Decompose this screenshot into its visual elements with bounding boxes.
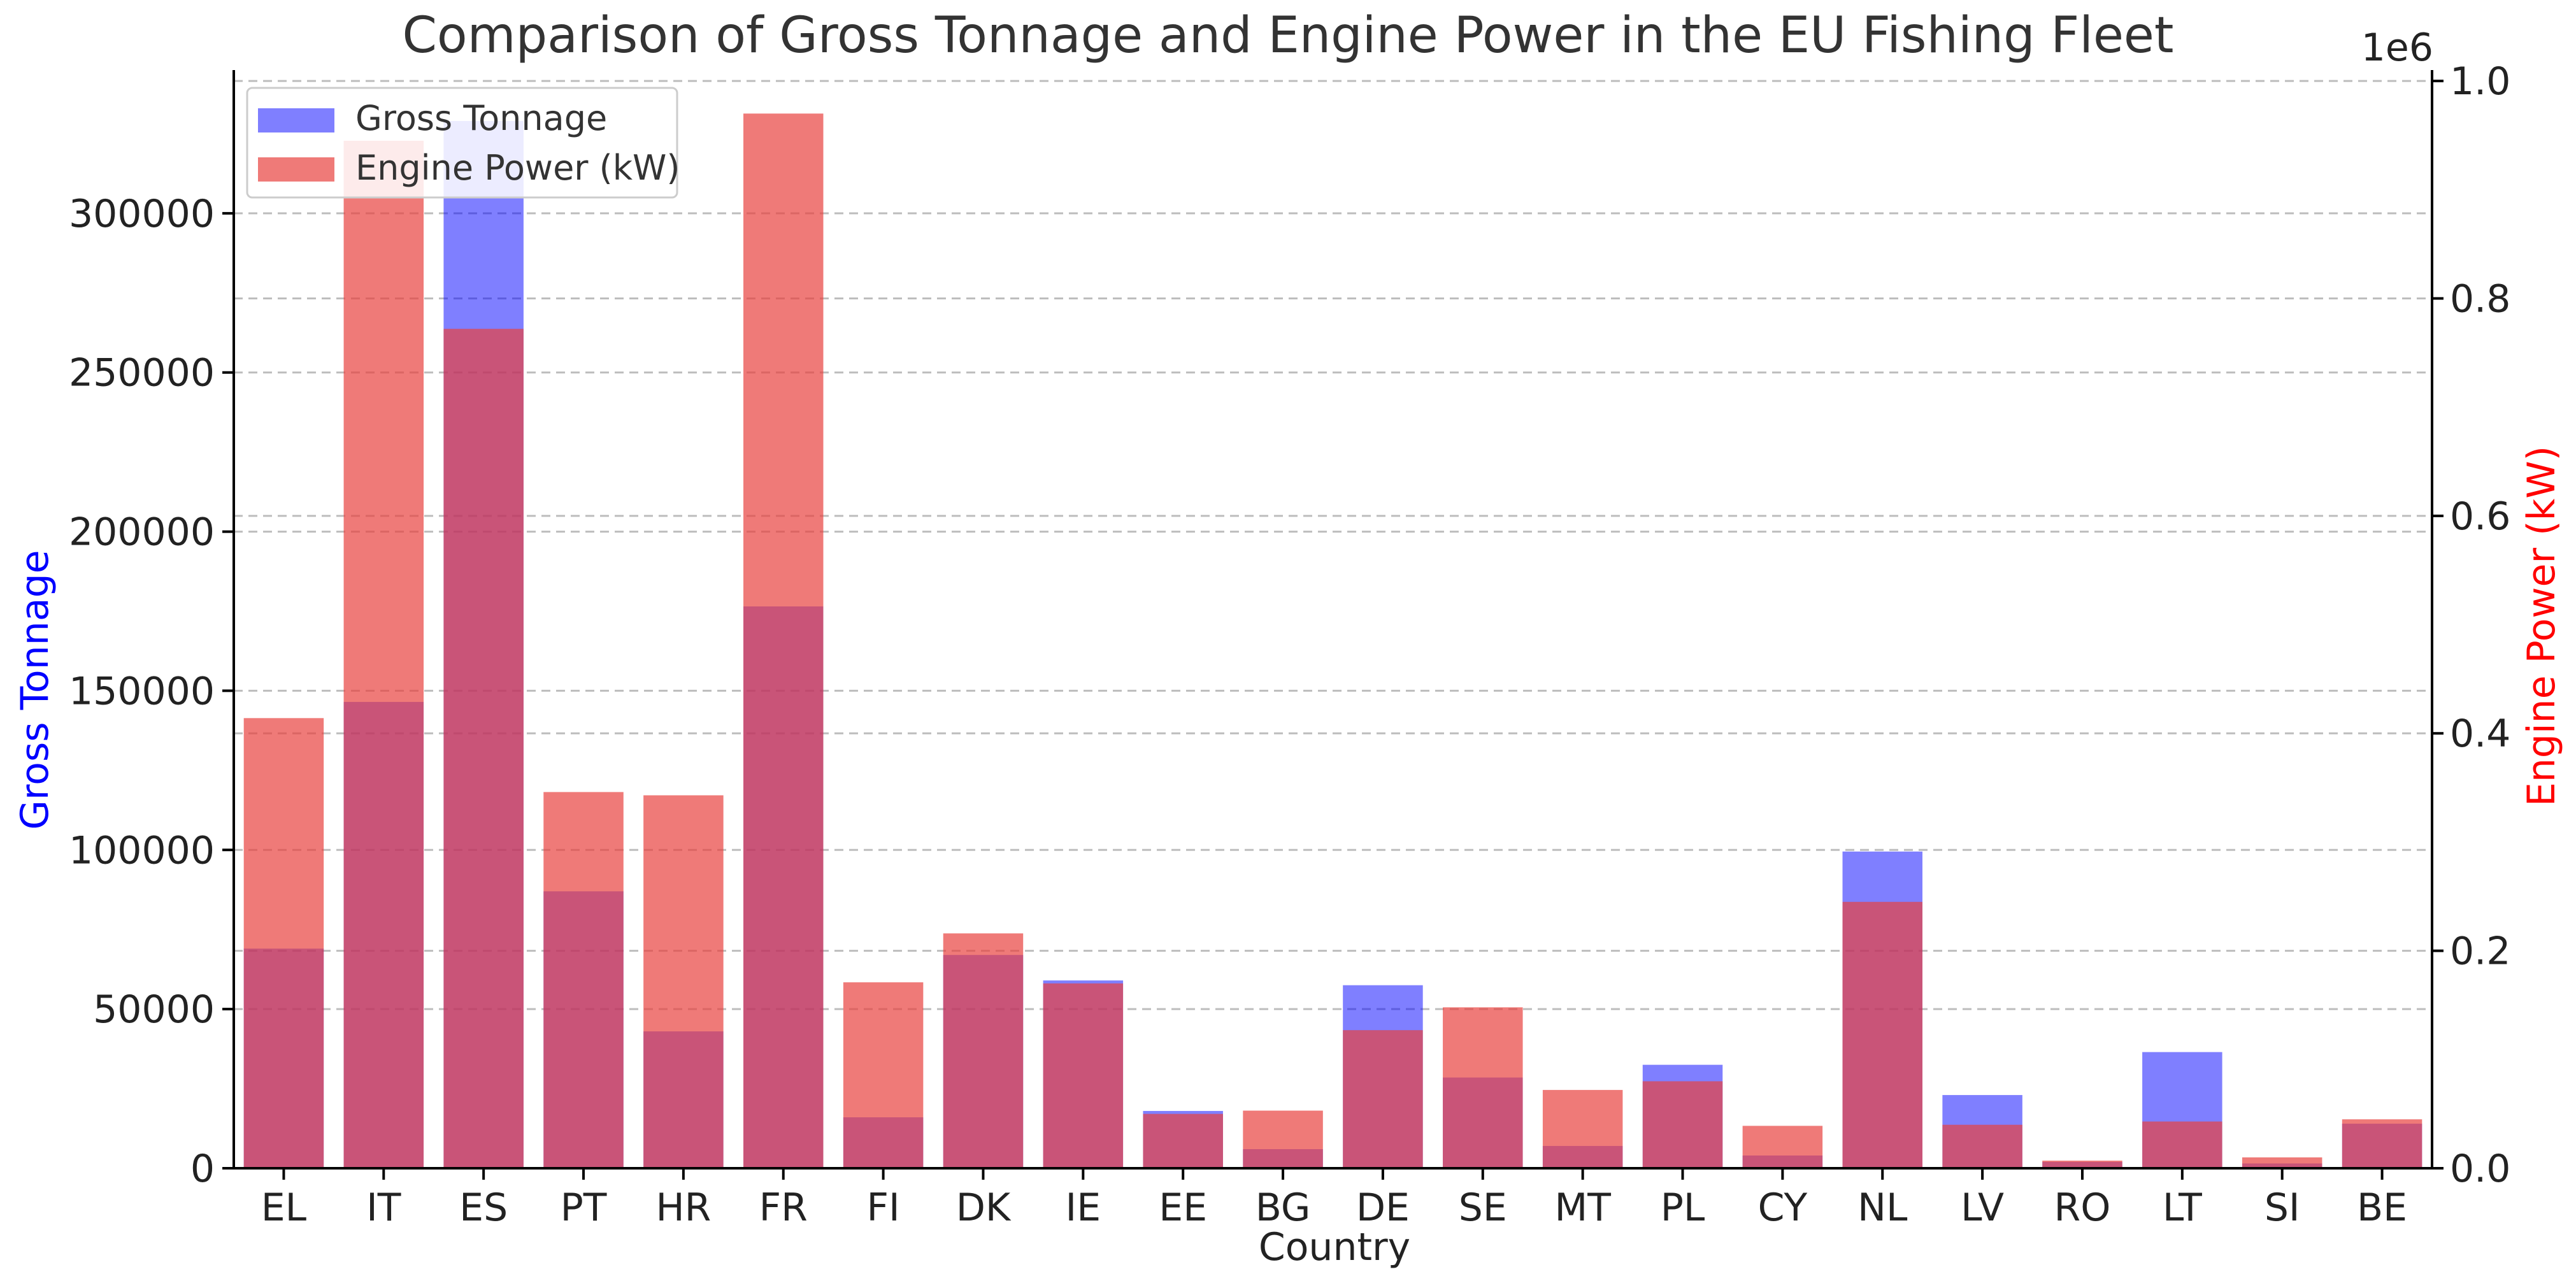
right-tick-label: 0.4	[2450, 712, 2510, 756]
bar-engine-power-hr	[643, 795, 724, 1168]
bar-engine-power-el	[243, 718, 324, 1168]
x-tick-label-lv: LV	[1961, 1185, 2004, 1230]
legend-swatch-gross-tonnage	[258, 108, 334, 132]
x-tick-label-lt: LT	[2163, 1185, 2202, 1230]
y-axis-label-left: Gross Tonnage	[13, 550, 57, 829]
bar-engine-power-pt	[543, 792, 624, 1168]
bar-engine-power-cy	[1742, 1126, 1823, 1168]
y-axis-label-right: Engine Power (kW)	[2519, 446, 2564, 806]
x-tick-label-dk: DK	[956, 1185, 1012, 1230]
bar-engine-power-mt	[1542, 1090, 1623, 1168]
legend-swatch-engine-power	[258, 157, 334, 182]
bar-engine-power-fi	[843, 982, 924, 1168]
x-tick-label-de: DE	[1356, 1185, 1410, 1230]
bar-engine-power-it	[343, 140, 424, 1169]
x-tick-label-fr: FR	[759, 1185, 808, 1230]
bar-engine-power-ro	[2042, 1161, 2122, 1168]
left-tick-label: 100000	[69, 828, 215, 873]
x-tick-label-cy: CY	[1758, 1185, 1808, 1230]
legend-label-engine-power: Engine Power (kW)	[355, 148, 680, 188]
bar-engine-power-pl	[1642, 1081, 1723, 1168]
x-tick-label-si: SI	[2265, 1185, 2300, 1230]
legend-box	[246, 87, 678, 199]
x-tick-label-hr: HR	[655, 1185, 711, 1230]
bar-engine-power-bg	[1243, 1110, 1323, 1168]
bar-engine-power-si	[2242, 1157, 2322, 1168]
bar-engine-power-ie	[1043, 983, 1124, 1168]
x-tick-label-fi: FI	[867, 1185, 900, 1230]
x-tick-label-nl: NL	[1857, 1185, 1908, 1230]
bar-engine-power-lt	[2142, 1121, 2222, 1168]
left-tick-label: 50000	[93, 987, 215, 1032]
axes: 0 50000 100000 150000 200000 250000 300000 0.0 0…	[69, 59, 2510, 1230]
right-tick-label: 0.8	[2450, 276, 2510, 321]
x-tick-label-pt: PT	[561, 1185, 607, 1230]
x-tick-label-bg: BG	[1256, 1185, 1311, 1230]
bar-engine-power-ee	[1143, 1113, 1223, 1168]
left-tick-label: 250000	[69, 351, 215, 396]
bar-engine-power-fr	[743, 113, 824, 1168]
bar-engine-power-be	[2342, 1119, 2422, 1168]
right-tick-label: 0.0	[2450, 1147, 2510, 1191]
right-tick-label: 1.0	[2450, 59, 2510, 104]
bar-engine-power-es	[443, 329, 524, 1168]
bar-engine-power-se	[1443, 1007, 1523, 1168]
x-tick-label-be: BE	[2357, 1185, 2407, 1230]
x-tick-label-ie: IE	[1066, 1185, 1101, 1230]
x-tick-label-el: EL	[261, 1185, 307, 1230]
right-tick-label: 0.2	[2450, 929, 2510, 974]
bar-engine-power-de	[1343, 1030, 1423, 1168]
x-tick-label-it: IT	[366, 1185, 401, 1230]
right-tick-label: 0.6	[2450, 494, 2510, 539]
bar-engine-power-nl	[1842, 901, 1922, 1168]
chart-title: Comparison of Gross Tonnage and Engine P…	[402, 7, 2173, 64]
x-tick-label-ro: RO	[2054, 1185, 2111, 1230]
x-tick-label-pl: PL	[1661, 1185, 1705, 1230]
legend-label-gross-tonnage: Gross Tonnage	[355, 98, 607, 138]
x-tick-label-es: ES	[459, 1185, 508, 1230]
left-tick-label: 300000	[69, 192, 215, 236]
engine-power-bars	[243, 113, 2422, 1169]
left-tick-label: 150000	[69, 669, 215, 713]
x-tick-label-ee: EE	[1159, 1185, 1207, 1230]
x-axis-label: Country	[1259, 1225, 1410, 1270]
left-tick-label: 200000	[69, 510, 215, 555]
x-tick-label-se: SE	[1459, 1185, 1507, 1230]
x-tick-label-mt: MT	[1554, 1185, 1611, 1230]
right-axis-offset-text: 1e6	[2361, 25, 2433, 70]
bar-engine-power-lv	[1942, 1124, 2022, 1168]
bar-engine-power-dk	[943, 933, 1024, 1168]
legend: Gross Tonnage Engine Power (kW)	[246, 87, 680, 199]
left-tick-label: 0	[190, 1147, 215, 1191]
